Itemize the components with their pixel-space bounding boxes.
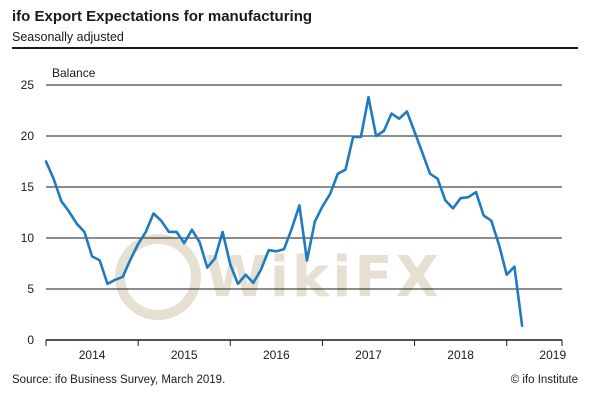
- title-divider: [12, 47, 578, 49]
- series-layer: [44, 95, 524, 328]
- x-tick-label: 2018: [447, 348, 474, 362]
- y-tick-label: 20: [21, 129, 35, 143]
- y-tick-label: 15: [21, 180, 35, 194]
- y-tick-label: 5: [27, 282, 34, 296]
- source-note: Source: ifo Business Survey, March 2019.: [12, 374, 226, 386]
- y-tick-label: 10: [21, 231, 35, 245]
- series-line-export-expectations: [44, 95, 524, 328]
- x-axis-ticks: 2014 2015 2016 2017 2018 2019: [45, 340, 566, 362]
- y-tick-label: 25: [21, 78, 35, 92]
- watermark-emblem: [115, 234, 201, 320]
- x-tick-label: 2019: [539, 348, 566, 362]
- gridlines: [46, 84, 562, 341]
- credit-note: © ifo Institute: [510, 374, 578, 386]
- watermark-text: WikiFX: [205, 245, 442, 310]
- y-tick-label: 0: [27, 333, 34, 347]
- x-tick-label: 2016: [263, 348, 290, 362]
- y-axis-ticks: 0 5 10 15 20 25: [21, 78, 35, 347]
- x-tick-label: 2017: [355, 348, 382, 362]
- chart-title: ifo Export Expectations for manufacturin…: [12, 8, 313, 25]
- x-tick-label: 2014: [79, 348, 106, 362]
- chart-subtitle: Seasonally adjusted: [12, 30, 124, 44]
- x-tick-label: 2015: [171, 348, 198, 362]
- y-axis-label: Balance: [52, 66, 96, 80]
